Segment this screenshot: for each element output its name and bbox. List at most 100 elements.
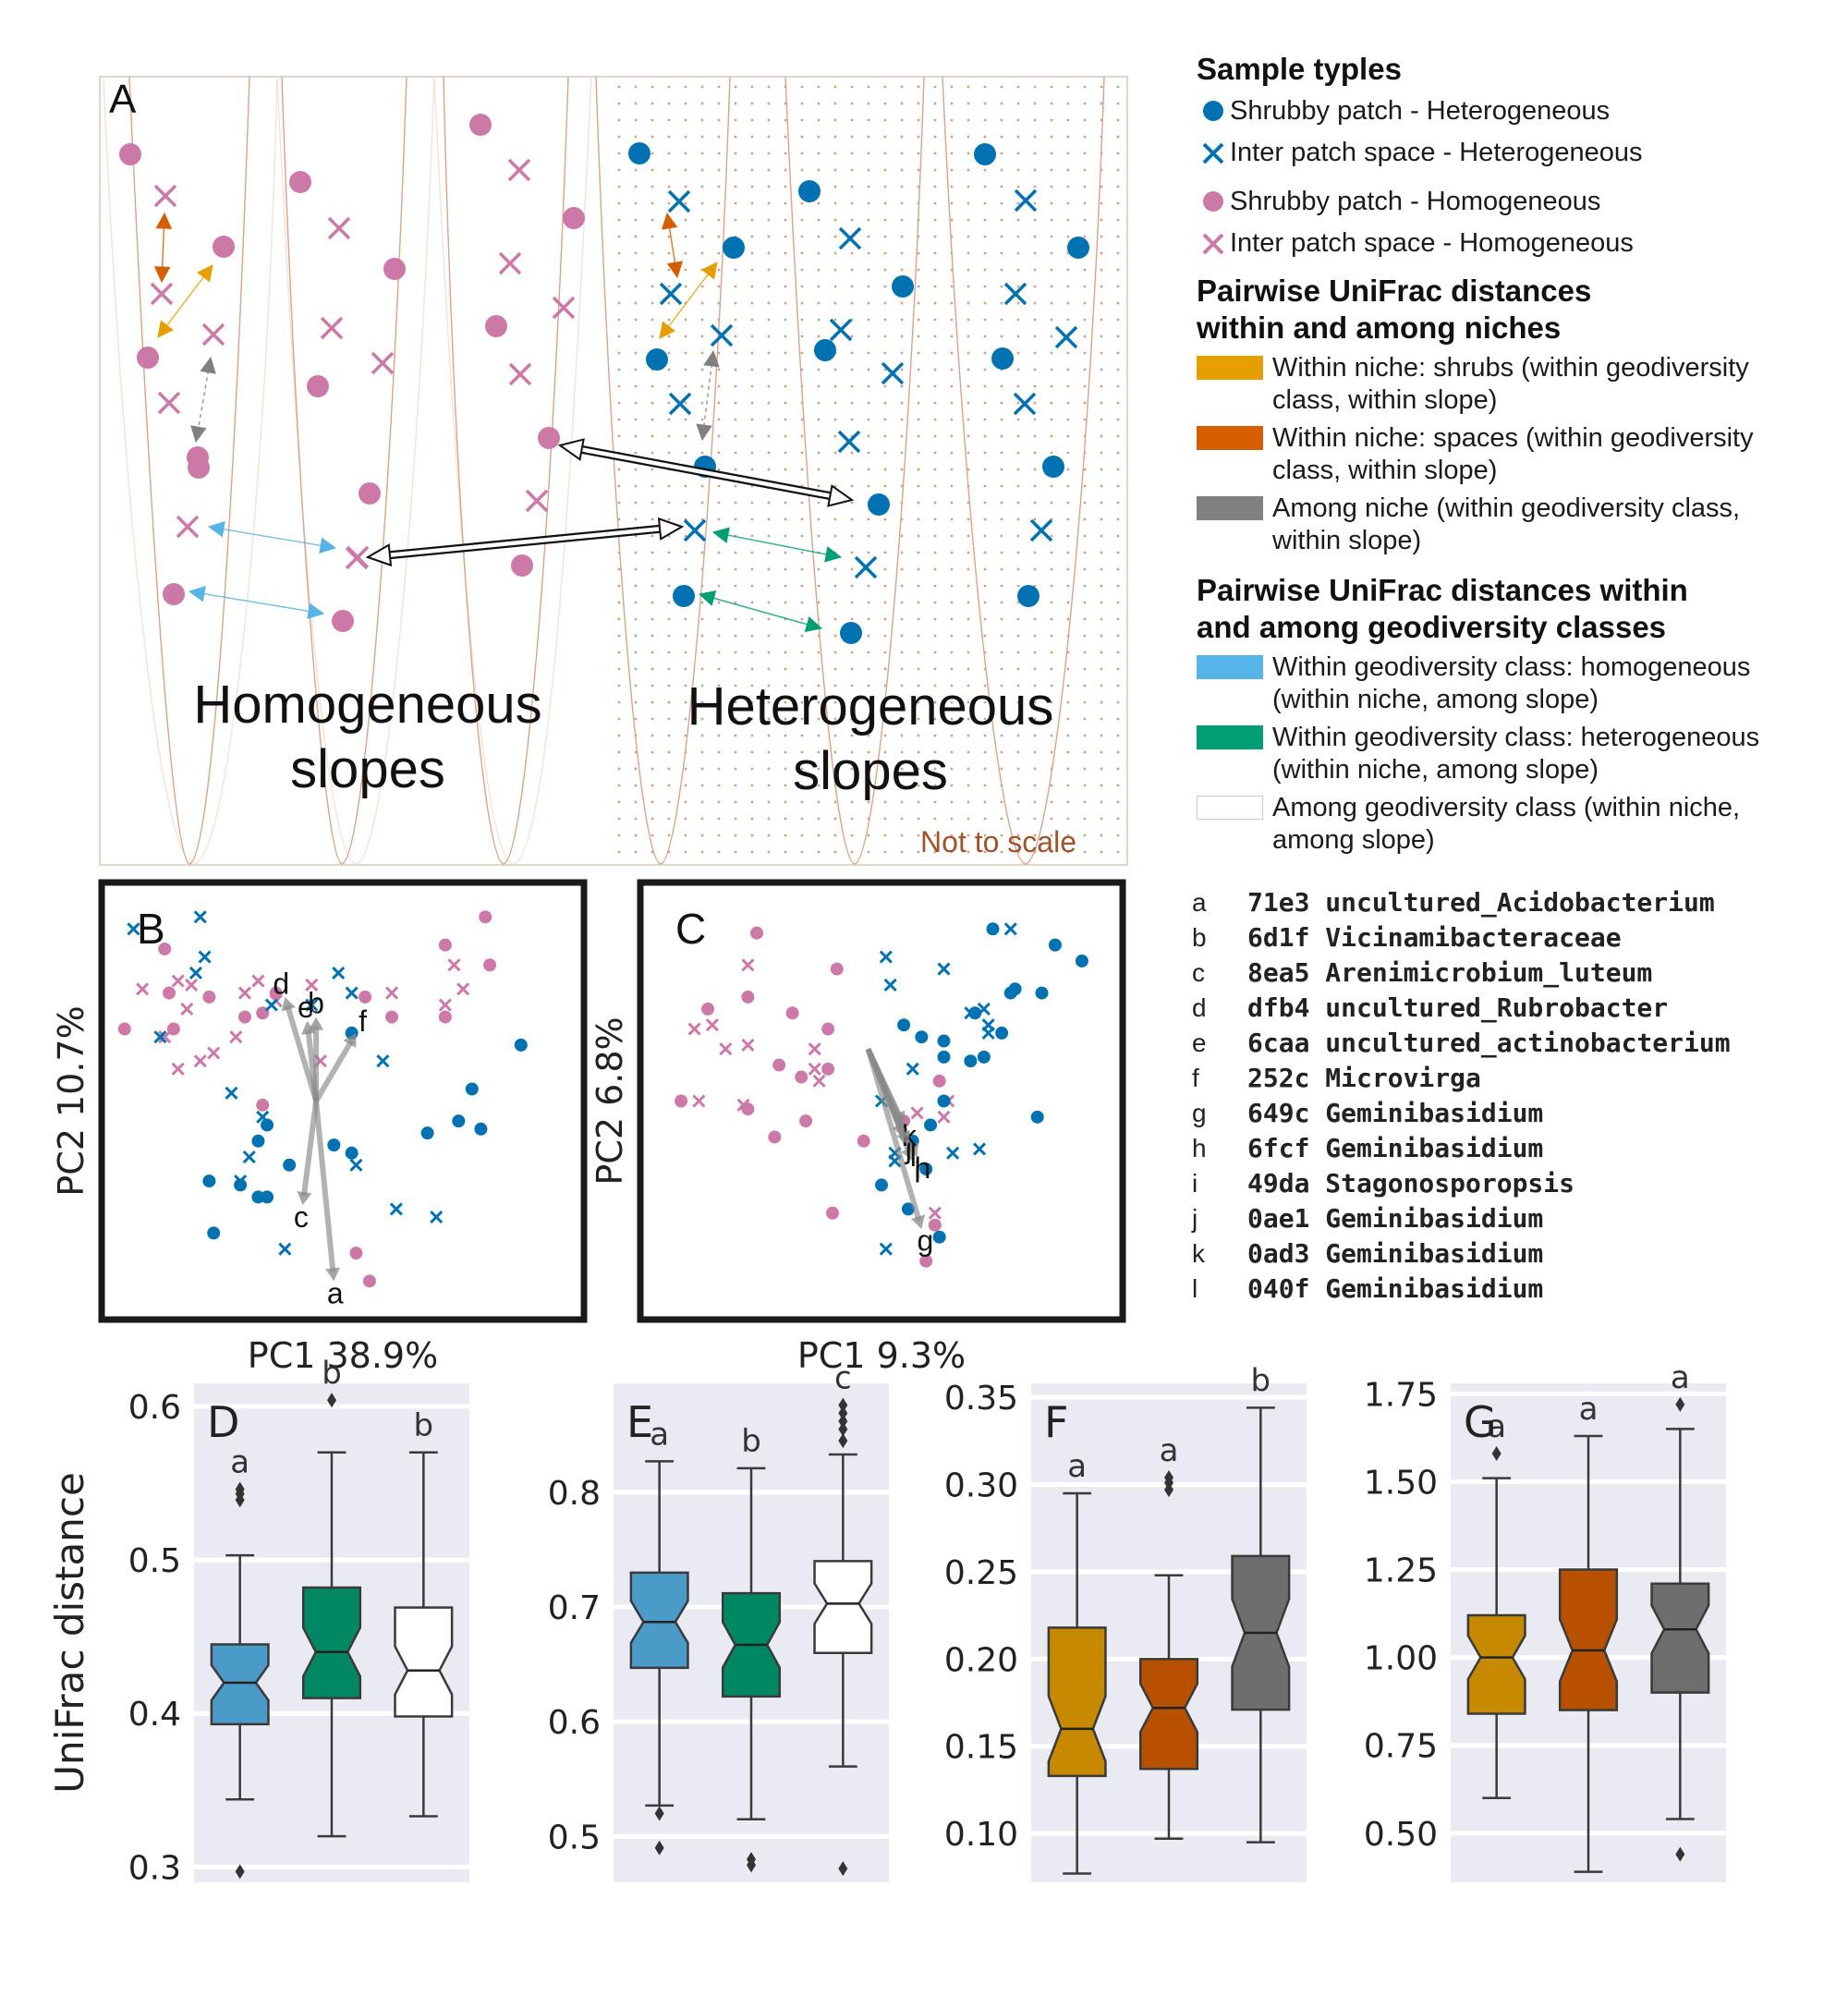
pca-point (261, 1118, 274, 1132)
pca-point (345, 1146, 359, 1160)
arrow-shaft (164, 274, 206, 328)
heterogeneous-label-line2: slopes (793, 741, 948, 801)
taxa-letter: f (1192, 1064, 1199, 1092)
pca-point (932, 1230, 946, 1244)
pca-cross (430, 1211, 444, 1224)
taxa-name: 6d1f Vicinamibacteraceae (1247, 922, 1622, 953)
sample-cross (507, 158, 531, 182)
pca-point (207, 1226, 221, 1240)
pca-point (385, 1010, 399, 1024)
arrowhead-icon (281, 996, 297, 1012)
loading-label: c (294, 1200, 309, 1234)
pca-cross (256, 1110, 270, 1124)
legend-text: Within geodiversity class: heterogeneous… (1272, 722, 1759, 786)
distance-arrow (207, 521, 337, 554)
loading-label: b (308, 987, 324, 1020)
y-tick-label: 0.4 (128, 1696, 181, 1734)
legend-line: (within niche, among slope) (1272, 685, 1599, 714)
loading-arrow (865, 1048, 907, 1138)
not-to-scale-note: Not to scale (920, 825, 1076, 858)
arrowhead-icon (698, 590, 717, 606)
sample-point (974, 143, 996, 165)
taxa-key: a 71e3 uncultured_Acidobacterium b 6d1f Vi… (1192, 885, 1731, 1307)
sample-point (1067, 237, 1089, 259)
taxa-row: i 49da Stagonosporopsis (1192, 1166, 1731, 1201)
sample-point (563, 207, 585, 229)
legend-samples: Shrubby patch - Heterogeneous Inter patc… (1197, 95, 1843, 260)
legend-line: Within geodiversity class: homogeneous (1272, 652, 1751, 682)
arrow-shaft (702, 363, 713, 428)
sample-cross (525, 489, 549, 513)
pca-point (251, 1190, 265, 1204)
pca-point (675, 1094, 688, 1108)
arrow-shaft (197, 370, 210, 430)
legend-text: Among geodiversity class (within niche, a… (1272, 792, 1740, 857)
pca-point (919, 1254, 933, 1268)
box (210, 1643, 270, 1726)
distance-arrow (696, 349, 720, 442)
pca-point (701, 1002, 715, 1016)
significance-letter: a (1067, 1448, 1087, 1485)
pca-cross (264, 998, 278, 1012)
pca-cross (692, 1094, 706, 1108)
pca-point (465, 1082, 479, 1096)
pca-cross (237, 986, 252, 1000)
pca-cross (127, 922, 140, 936)
sample-cross (320, 316, 344, 340)
sample-cross (829, 318, 853, 342)
color-swatch (1197, 496, 1263, 520)
outlier-marker (838, 1861, 848, 1877)
taxa-name: 49da Stagonosporopsis (1247, 1168, 1575, 1199)
legend-item-among-niche: Among niche (within geodiversity class, w… (1197, 493, 1843, 557)
legend-line: within slope) (1272, 526, 1422, 555)
panel-letter: E (626, 1397, 653, 1447)
distance-arrow (698, 590, 823, 633)
y-tick-label: 0.3 (128, 1849, 181, 1887)
legend-title-niches-line1: Pairwise UniFrac distances (1197, 274, 1592, 308)
taxa-row: a 71e3 uncultured_Acidobacterium (1192, 885, 1731, 920)
significance-letter: a (1160, 1432, 1179, 1469)
outlier-marker (838, 1433, 848, 1449)
sample-cross (1014, 189, 1038, 213)
y-tick-label: 0.15 (944, 1729, 1018, 1767)
pca-cross (456, 982, 470, 996)
pca-point (937, 1034, 951, 1048)
pca-cross (719, 1042, 733, 1056)
pca-cross (879, 1242, 893, 1256)
y-tick-label: 0.75 (1364, 1728, 1438, 1766)
legend-item-shrub-heterogeneous: Shrubby patch - Heterogeneous (1197, 95, 1843, 128)
sample-cross (854, 555, 878, 579)
panel-g-boxplot: 0.500.751.001.251.501.75a aaG (1364, 1359, 1726, 1882)
pca-cross (741, 958, 755, 972)
pca-cross (188, 966, 203, 980)
y-tick-label: 1.50 (1364, 1464, 1438, 1502)
arrowhead-icon (901, 1146, 916, 1162)
pca-point (821, 1062, 835, 1076)
sample-point (1017, 585, 1040, 607)
pca-point (915, 1030, 929, 1044)
box (1466, 1613, 1526, 1715)
legend-title-classes-line1: Pairwise UniFrac distances within (1197, 573, 1688, 607)
pca-point (1075, 954, 1088, 967)
taxa-name: 0ae1 Geminibasidium (1247, 1203, 1544, 1234)
taxa-letter: h (1192, 1134, 1207, 1162)
taxa-letter: b (1192, 923, 1207, 952)
legend-item-within-shrubs: Within niche: shrubs (within geodiversit… (1197, 352, 1843, 417)
sample-point (332, 610, 354, 632)
loading-label: k (902, 1119, 918, 1152)
panel-letter: B (137, 905, 165, 953)
taxa-letter: d (1192, 993, 1207, 1022)
legend-item-within-homogeneous: Within geodiversity class: homogeneous (w… (1197, 651, 1843, 716)
y-tick-label: 0.50 (1364, 1816, 1438, 1854)
arrow-shaft (221, 528, 323, 547)
pca-point (237, 1010, 251, 1024)
pca-point (986, 922, 1000, 936)
loading-label: e (298, 991, 314, 1024)
pca-point (474, 1122, 488, 1136)
box-group: a (1650, 1359, 1710, 1862)
legend-item-space-heterogeneous: Inter patch space - Heterogeneous (1197, 137, 1843, 169)
loading-arrow (300, 1101, 320, 1197)
arrowhead-icon (325, 1267, 340, 1282)
legend-item-space-homogeneous: Inter patch space - Homogeneous (1197, 227, 1843, 260)
legend-item-among-class: Among geodiversity class (within niche, a… (1197, 792, 1843, 857)
